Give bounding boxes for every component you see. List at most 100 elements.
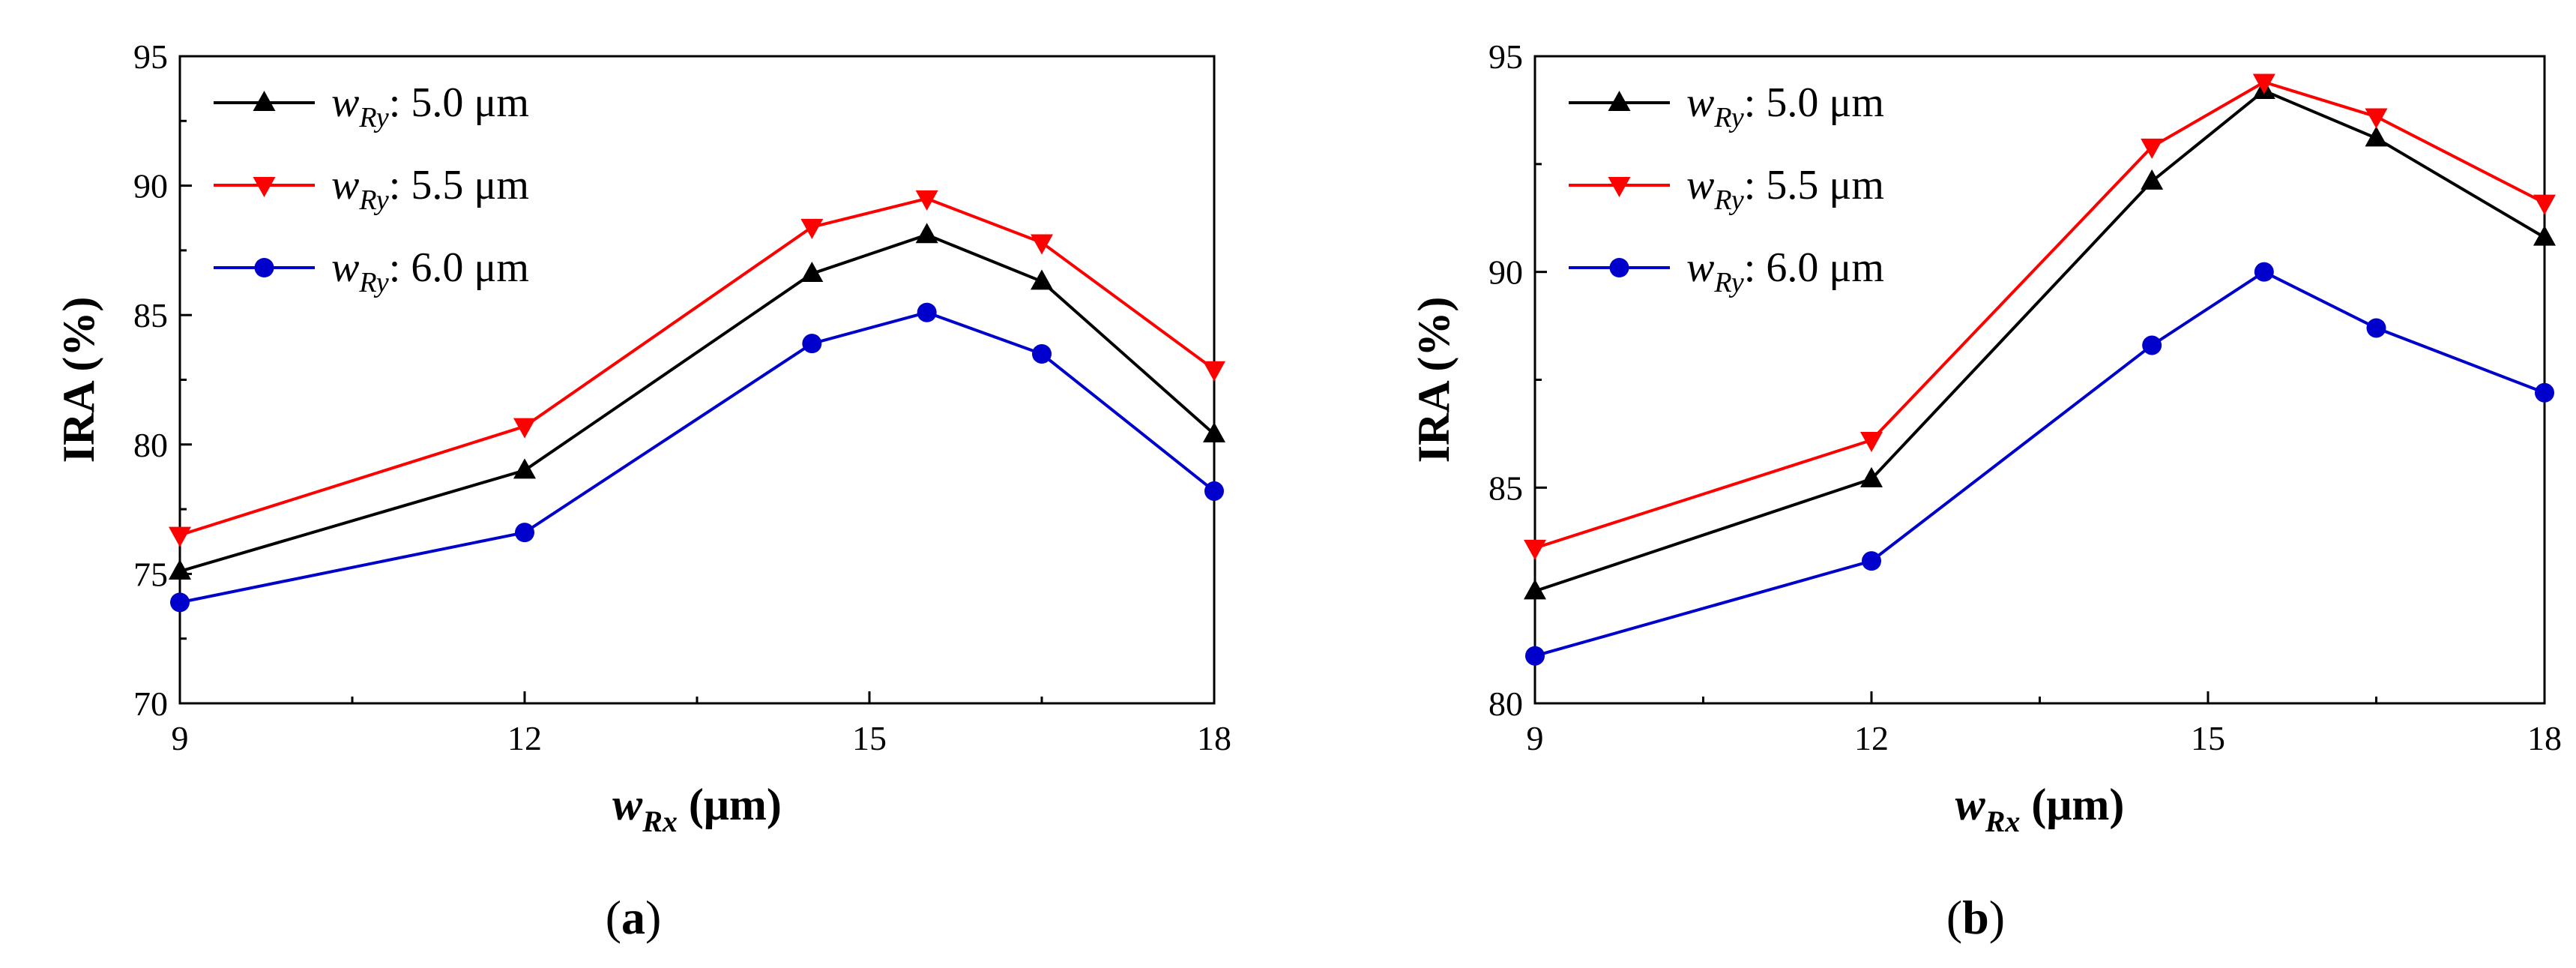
caption-letter: a <box>621 891 645 944</box>
data-point <box>513 458 536 479</box>
data-point <box>2365 108 2388 129</box>
series-line-2 <box>1534 270 2545 658</box>
legend-value: : 5.0 μm <box>389 79 529 126</box>
y-axis-title: IRA (%) <box>54 297 103 463</box>
caption-close: ) <box>1989 891 2005 944</box>
data-point <box>513 418 536 439</box>
caption-open: ( <box>1946 891 1962 944</box>
y-tick-label: 85 <box>133 296 168 334</box>
y-tick-label: 95 <box>1488 37 1523 76</box>
data-point <box>1862 551 1881 571</box>
data-point <box>2533 225 2556 246</box>
data-point <box>1203 361 1225 382</box>
y-tick-label: 75 <box>133 555 168 593</box>
x-axis-title: wRx (μm) <box>612 780 782 838</box>
data-point <box>2254 262 2274 282</box>
legend-value: : 6.0 μm <box>389 244 529 291</box>
legend-marker <box>1609 258 1629 277</box>
data-point <box>800 218 824 239</box>
x-title-unit: (μm) <box>2020 780 2124 829</box>
panel-caption: (b) <box>1946 891 2005 944</box>
series-line-0 <box>179 233 1216 573</box>
x-title-subscript: Rx <box>642 805 678 838</box>
data-point <box>2141 169 2164 190</box>
x-title-subscript: Rx <box>1985 805 2021 838</box>
legend-value: : 6.0 μm <box>1744 244 1884 291</box>
data-point <box>1860 466 1883 487</box>
legend-entry: wRy: 5.0 μm <box>1686 79 1884 133</box>
legend-subscript: Ry <box>358 184 389 216</box>
data-point <box>1524 579 1546 600</box>
data-point <box>802 334 822 354</box>
legend-w: w <box>331 162 359 208</box>
x-tick-label: 12 <box>507 719 542 757</box>
legend-entry: wRy: 5.5 μm <box>1686 162 1884 216</box>
y-tick-label: 80 <box>133 426 168 464</box>
x-title-unit: (μm) <box>678 780 782 829</box>
legend-subscript: Ry <box>1713 267 1744 298</box>
x-axis-title: wRx (μm) <box>1955 780 2125 838</box>
panel-caption: (a) <box>606 891 662 944</box>
x-title-w: w <box>1955 780 1986 829</box>
caption-open: ( <box>606 891 621 944</box>
legend-subscript: Ry <box>1713 184 1744 216</box>
legend-w: w <box>1686 162 1714 208</box>
y-tick-label: 90 <box>1488 253 1523 292</box>
legend-w: w <box>1686 244 1714 291</box>
data-point <box>2365 126 2388 147</box>
data-point <box>917 302 937 322</box>
data-point <box>1860 432 1883 453</box>
legend-subscript: Ry <box>1713 102 1744 133</box>
data-point <box>1032 343 1052 364</box>
y-tick-label: 95 <box>133 37 168 76</box>
legend-marker <box>253 177 276 197</box>
data-point <box>169 559 191 580</box>
data-point <box>1031 234 1053 255</box>
data-point <box>170 592 190 613</box>
data-point <box>915 190 938 211</box>
series-line-0 <box>1534 88 2546 593</box>
y-axis-title: IRA (%) <box>1409 297 1459 463</box>
series-line-1 <box>1534 80 2545 550</box>
legend-marker <box>254 258 274 277</box>
data-point <box>2252 73 2275 94</box>
legend-value: : 5.5 μm <box>1744 162 1884 208</box>
legend-value: : 5.0 μm <box>1744 79 1884 126</box>
y-tick-label: 85 <box>1488 469 1523 507</box>
x-tick-label: 18 <box>2527 719 2562 757</box>
x-tick-label: 15 <box>852 719 887 757</box>
plot-frame <box>1533 55 2546 705</box>
series-line-1 <box>179 196 1216 537</box>
data-point <box>1524 539 1546 560</box>
legend-value: : 5.5 μm <box>389 162 529 208</box>
legend-entry: wRy: 6.0 μm <box>331 244 529 298</box>
data-point <box>169 526 191 547</box>
y-tick-label: 80 <box>1488 685 1523 723</box>
data-point <box>1031 269 1053 290</box>
legend-subscript: Ry <box>358 102 389 133</box>
data-point <box>2533 194 2556 215</box>
x-tick-label: 18 <box>1197 719 1231 757</box>
data-point <box>800 261 824 282</box>
legend-w: w <box>331 244 359 291</box>
x-tick-label: 15 <box>2191 719 2225 757</box>
data-point <box>2535 382 2554 403</box>
data-point <box>2366 318 2386 338</box>
legend-marker <box>1608 177 1631 197</box>
legend-w: w <box>331 79 359 126</box>
plot-frame <box>178 55 1216 705</box>
y-tick-label: 70 <box>133 685 168 723</box>
legend-marker <box>1608 91 1631 111</box>
legend-entry: wRy: 5.0 μm <box>331 79 529 133</box>
data-point <box>2141 138 2164 159</box>
x-tick-label: 9 <box>172 719 189 757</box>
x-title-w: w <box>612 780 643 829</box>
data-point <box>515 523 534 543</box>
legend-entry: wRy: 5.5 μm <box>331 162 529 216</box>
legend-entry: wRy: 6.0 μm <box>1686 244 1884 298</box>
legend-subscript: Ry <box>358 267 389 298</box>
caption-close: ) <box>645 891 661 944</box>
